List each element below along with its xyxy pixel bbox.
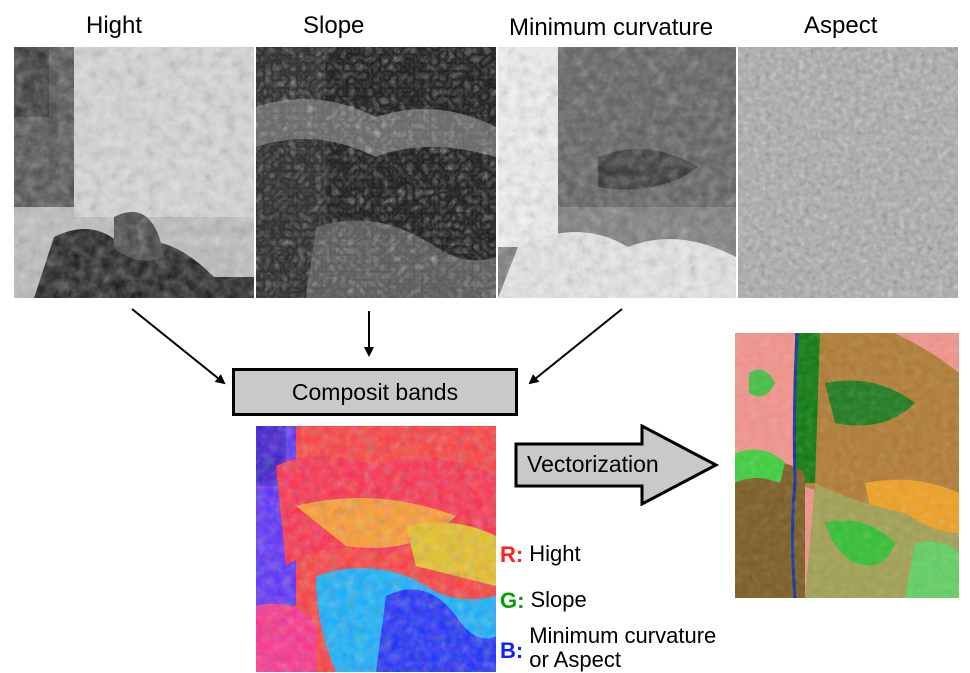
legend-key-b: B:: [500, 638, 523, 664]
vectorization-label: Vectorization: [527, 451, 659, 478]
composite-rgb-image: [256, 426, 496, 672]
composit-bands-label: Composit bands: [292, 379, 458, 406]
legend-key-g: G:: [500, 588, 524, 614]
legend-text-b: Minimum curvature or Aspect: [529, 624, 716, 672]
legend-key-r: R:: [500, 542, 523, 568]
legend-text-g: Slope: [530, 588, 586, 612]
legend-text-r: Hight: [529, 542, 580, 566]
arrow-hight: [132, 309, 224, 383]
legend-green: G: Slope: [500, 588, 587, 614]
arrow-minimum-curvature: [530, 309, 622, 383]
legend-blue: B: Minimum curvature or Aspect: [500, 624, 716, 672]
vectorized-map-image: [735, 333, 959, 598]
legend-red: R: Hight: [500, 542, 581, 568]
composit-bands-box: Composit bands: [232, 368, 518, 416]
